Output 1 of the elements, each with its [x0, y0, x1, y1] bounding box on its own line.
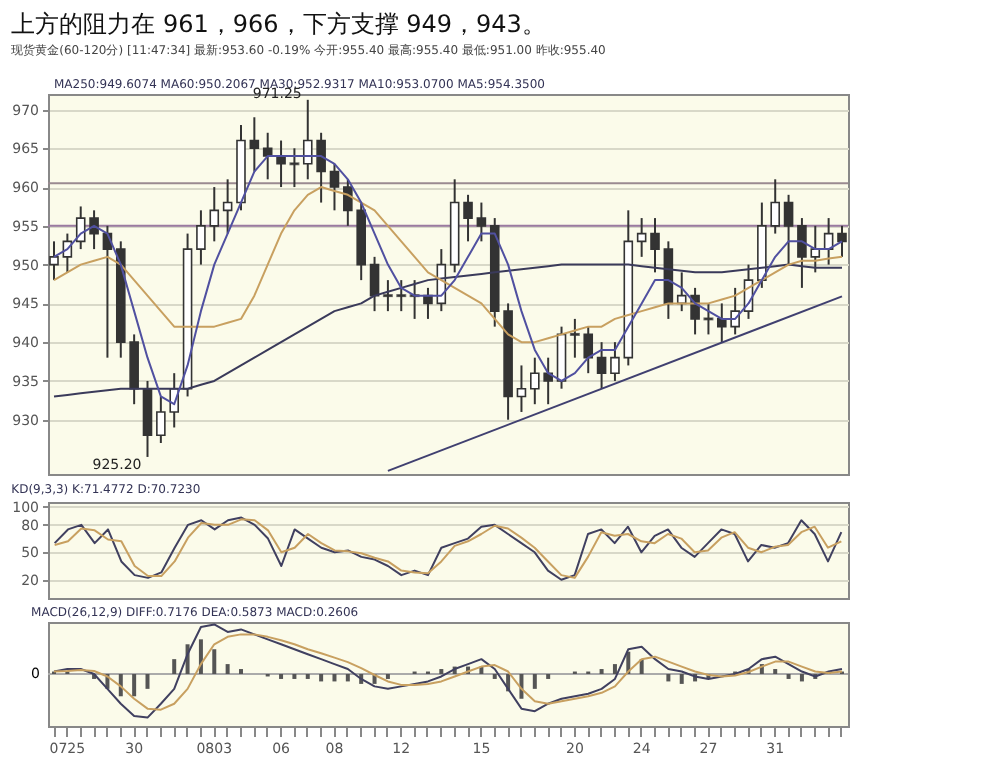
chart-title: 上方的阻力在 961，966，下方支撑 949，943。 [11, 10, 546, 38]
